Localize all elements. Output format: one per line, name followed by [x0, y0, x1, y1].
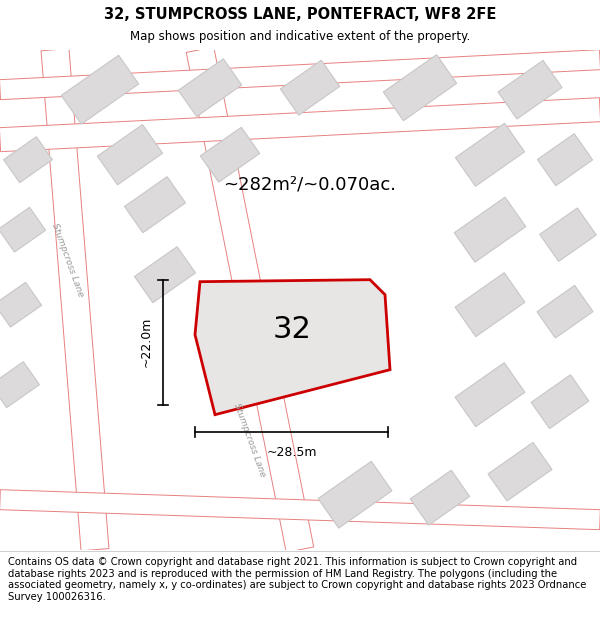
Polygon shape — [134, 247, 196, 302]
Polygon shape — [0, 282, 41, 327]
Text: Contains OS data © Crown copyright and database right 2021. This information is : Contains OS data © Crown copyright and d… — [8, 557, 586, 602]
Polygon shape — [186, 47, 314, 552]
Polygon shape — [537, 286, 593, 338]
Polygon shape — [4, 137, 52, 182]
Polygon shape — [455, 362, 525, 427]
Polygon shape — [455, 123, 524, 186]
Polygon shape — [498, 61, 562, 119]
Text: Stumpcross Lane: Stumpcross Lane — [232, 401, 268, 478]
Polygon shape — [318, 461, 392, 528]
Polygon shape — [410, 470, 470, 525]
Polygon shape — [97, 124, 163, 185]
Text: Map shows position and indicative extent of the property.: Map shows position and indicative extent… — [130, 29, 470, 42]
Polygon shape — [41, 49, 109, 551]
Polygon shape — [0, 490, 600, 529]
Polygon shape — [531, 375, 589, 429]
Polygon shape — [0, 98, 600, 152]
Text: ~282m²/~0.070ac.: ~282m²/~0.070ac. — [223, 176, 397, 194]
Polygon shape — [200, 127, 260, 182]
Polygon shape — [455, 272, 525, 337]
Text: ~22.0m: ~22.0m — [140, 317, 153, 368]
Polygon shape — [0, 50, 600, 99]
Polygon shape — [538, 134, 593, 186]
Polygon shape — [454, 197, 526, 262]
Polygon shape — [280, 60, 340, 115]
Text: 32, STUMPCROSS LANE, PONTEFRACT, WF8 2FE: 32, STUMPCROSS LANE, PONTEFRACT, WF8 2FE — [104, 7, 496, 22]
Text: ~28.5m: ~28.5m — [266, 446, 317, 459]
Polygon shape — [0, 362, 40, 408]
Polygon shape — [195, 280, 390, 415]
Polygon shape — [178, 59, 242, 117]
Polygon shape — [0, 208, 46, 252]
Polygon shape — [488, 442, 552, 501]
Polygon shape — [539, 208, 596, 261]
Text: 32: 32 — [273, 315, 312, 344]
Polygon shape — [383, 55, 457, 121]
Polygon shape — [125, 177, 185, 232]
Polygon shape — [61, 55, 139, 124]
Text: Stumpcross Lane: Stumpcross Lane — [50, 221, 86, 298]
